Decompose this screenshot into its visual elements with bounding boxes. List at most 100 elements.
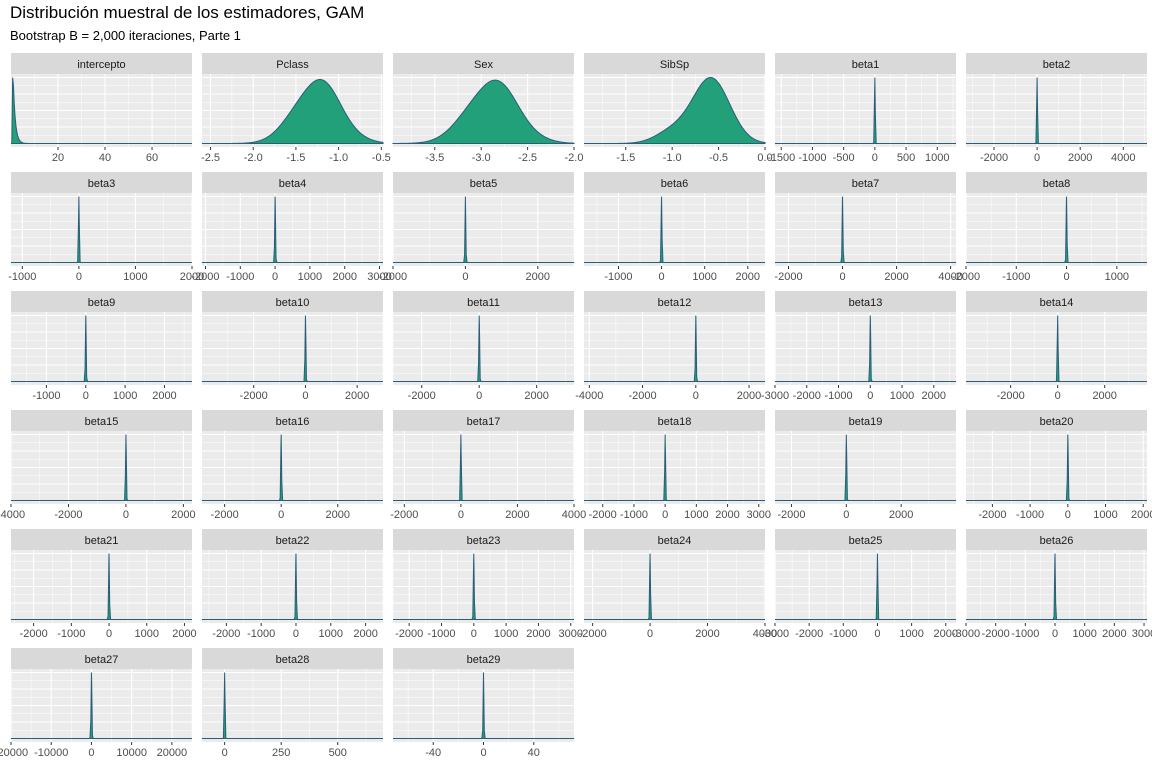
x-tick-label: 2000 [1131, 509, 1152, 521]
x-tick-label: 2000 [180, 271, 204, 283]
x-tick-label: -500 [833, 152, 855, 164]
facet-strip-label: beta2 [1043, 59, 1071, 71]
x-tick-label: -2000 [978, 509, 1006, 521]
facet-beta15: beta15 -4000 -2000 0 2000 [0, 410, 196, 521]
x-tick-label: -2.0 [244, 152, 263, 164]
facet-strip [584, 291, 765, 312]
x-tick-label: -3000 [952, 628, 980, 640]
facet-SibSp: SibSp -1.5 -1.0 -0.5 0.0 [584, 53, 773, 164]
facet-strip-label: beta25 [849, 535, 883, 547]
x-tick-label: 2000 [345, 390, 369, 402]
x-tick-label: 2000 [526, 628, 550, 640]
facet-strip [11, 53, 192, 74]
x-tick-label: 2000 [171, 509, 195, 521]
x-tick-label: 1000 [1105, 271, 1129, 283]
x-tick-label: 2000 [353, 628, 377, 640]
x-tick-label: 0 [693, 390, 699, 402]
x-tick-label: -2000 [20, 628, 48, 640]
x-tick-label: 0 [1055, 390, 1061, 402]
facet-strip [11, 529, 192, 550]
x-tick-label: -2.0 [565, 152, 584, 164]
x-tick-label: 0 [1063, 271, 1069, 283]
x-tick-label: 1000 [1093, 509, 1117, 521]
x-tick-label: -2000 [240, 390, 268, 402]
x-tick-label: 0 [659, 271, 665, 283]
x-tick-label: 0 [278, 509, 284, 521]
x-tick-label: 2000 [884, 271, 908, 283]
facet-beta1: beta1 -1500 -1000 -500 0 500 1000 [767, 53, 956, 164]
x-tick-label: 0 [302, 390, 308, 402]
x-tick-label: 0 [839, 271, 845, 283]
x-tick-label: 0 [662, 509, 668, 521]
facet-strip-label: beta1 [852, 59, 880, 71]
x-tick-label: -2000 [997, 390, 1025, 402]
x-tick-label: 1000 [925, 152, 949, 164]
facet-strip-label: beta23 [467, 535, 501, 547]
facet-strip [966, 410, 1147, 431]
x-tick-label: 40 [99, 152, 111, 164]
x-tick-label: 0 [462, 271, 468, 283]
x-tick-label: 1000 [1072, 628, 1096, 640]
facet-strip [966, 291, 1147, 312]
facet-strip [584, 53, 765, 74]
x-tick-label: 0 [272, 271, 278, 283]
facet-beta10: beta10 -2000 0 2000 [202, 291, 384, 402]
facet-strip-label: beta22 [276, 535, 310, 547]
x-tick-label: -1.0 [663, 152, 682, 164]
x-tick-label: 2000 [332, 271, 356, 283]
facet-strip-label: SibSp [660, 59, 689, 71]
facet-strip-label: beta17 [467, 416, 501, 428]
facet-strip-label: beta10 [276, 297, 310, 309]
facet-strip-label: intercepto [77, 59, 125, 71]
facet-beta16: beta16 -2000 0 2000 [202, 410, 383, 521]
facet-strip [393, 648, 574, 669]
facet-beta24: beta24 -2000 0 2000 4000 [579, 529, 777, 640]
facet-Pclass: Pclass -2.5 -2.0 -1.5 -1.0 -0.5 [201, 53, 391, 164]
x-tick-label: 0 [647, 628, 653, 640]
facet-strip-label: beta24 [658, 535, 692, 547]
x-tick-label: 0 [476, 390, 482, 402]
facet-strip [393, 529, 574, 550]
x-tick-label: 0 [867, 390, 873, 402]
x-tick-label: 0 [83, 390, 89, 402]
x-tick-label: -2000 [793, 390, 821, 402]
facet-beta21: beta21 -2000 -1000 0 1000 2000 [11, 529, 197, 640]
facet-strip [11, 172, 192, 193]
facet-strip-label: beta8 [1043, 178, 1071, 190]
x-tick-label: 0 [872, 152, 878, 164]
x-tick-label: 1000 [890, 390, 914, 402]
x-tick-label: -20000 [0, 747, 28, 759]
x-tick-label: 4000 [753, 628, 777, 640]
x-tick-label: -1500 [767, 152, 795, 164]
x-tick-label: 2000 [1102, 628, 1126, 640]
x-tick-label: 0 [222, 747, 228, 759]
x-tick-label: -1000 [226, 271, 254, 283]
x-tick-label: -2000 [795, 628, 823, 640]
x-tick-label: 3000 [1132, 628, 1152, 640]
x-tick-label: 500 [329, 747, 347, 759]
x-tick-label: 2000 [152, 390, 176, 402]
facet-beta19: beta19 -2000 0 2000 [775, 410, 956, 521]
x-tick-label: -2000 [952, 271, 980, 283]
x-tick-label: 1000 [692, 271, 716, 283]
x-tick-label: 2000 [172, 628, 196, 640]
facet-strip [584, 172, 765, 193]
facet-beta29: beta29 -40 0 40 [393, 648, 574, 759]
x-tick-label: -2000 [774, 271, 802, 283]
facet-strip-label: Pclass [276, 59, 309, 71]
x-tick-label: -2000 [589, 509, 617, 521]
facet-beta20: beta20 -2000 -1000 0 1000 2000 [966, 410, 1152, 521]
x-tick-label: -2000 [390, 509, 418, 521]
x-tick-label: 20000 [157, 747, 188, 759]
facet-strip [966, 529, 1147, 550]
facet-strip [202, 53, 383, 74]
x-tick-label: 60 [146, 152, 158, 164]
x-tick-label: -1000 [1016, 509, 1044, 521]
facet-strip [202, 529, 383, 550]
facet-strip [393, 291, 574, 312]
facet-beta27: beta27 -20000 -10000 0 10000 20000 [0, 648, 193, 759]
x-tick-label: 1000 [135, 628, 159, 640]
facet-strip [775, 53, 956, 74]
facet-strip-label: beta26 [1040, 535, 1074, 547]
facet-beta26: beta26 -3000-2000-1000 0 1000 2000 3000 [952, 529, 1152, 640]
